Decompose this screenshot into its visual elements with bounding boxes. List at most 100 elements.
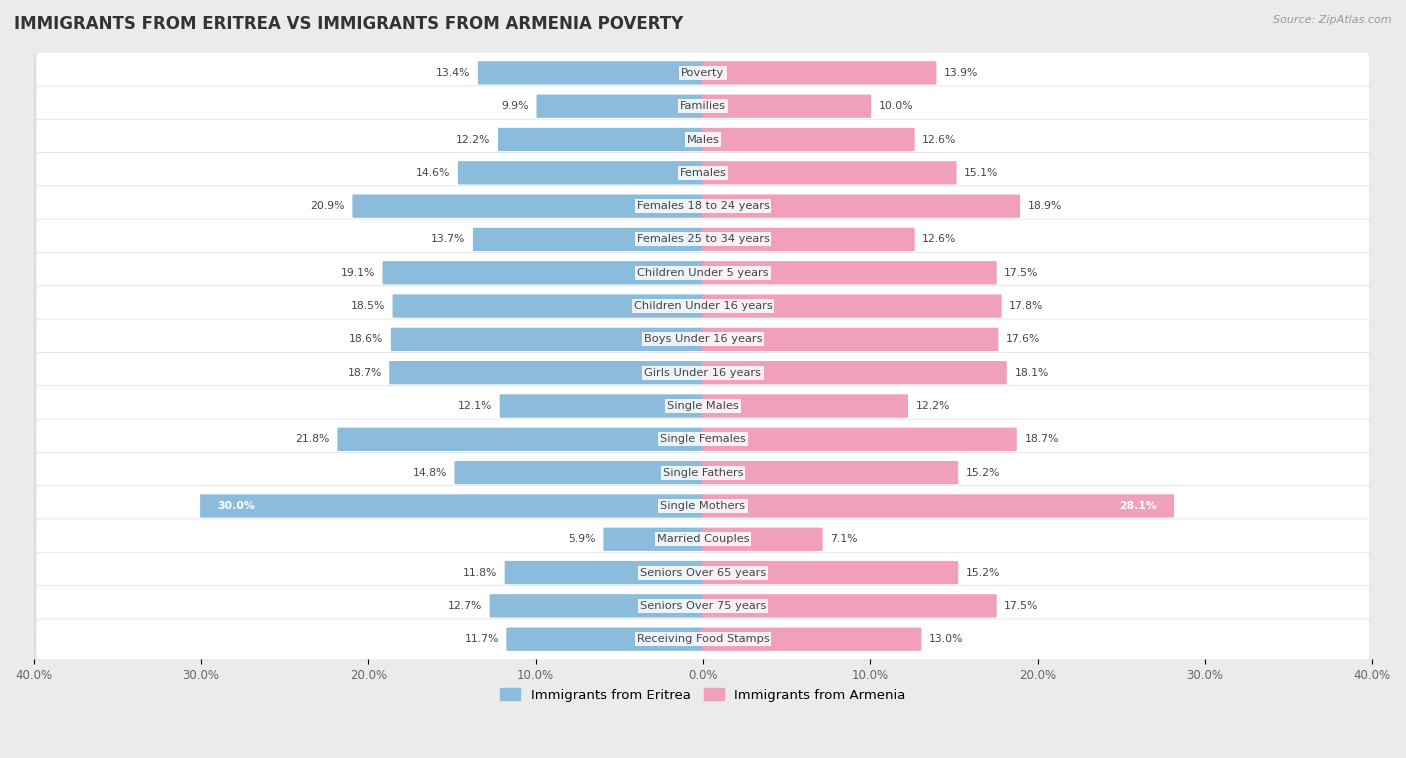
Text: Poverty: Poverty (682, 68, 724, 78)
Text: 5.9%: 5.9% (568, 534, 596, 544)
FancyBboxPatch shape (702, 294, 1001, 318)
Text: 28.1%: 28.1% (1119, 501, 1157, 511)
Legend: Immigrants from Eritrea, Immigrants from Armenia: Immigrants from Eritrea, Immigrants from… (495, 683, 911, 707)
FancyBboxPatch shape (37, 152, 1369, 193)
Text: 9.9%: 9.9% (502, 102, 529, 111)
FancyBboxPatch shape (702, 494, 1174, 518)
FancyBboxPatch shape (458, 161, 704, 184)
Text: 13.9%: 13.9% (943, 68, 979, 78)
FancyBboxPatch shape (537, 95, 704, 117)
FancyBboxPatch shape (505, 561, 704, 584)
FancyBboxPatch shape (37, 352, 1369, 393)
FancyBboxPatch shape (702, 161, 956, 184)
FancyBboxPatch shape (702, 461, 959, 484)
Text: Married Couples: Married Couples (657, 534, 749, 544)
FancyBboxPatch shape (37, 52, 1369, 93)
Text: 18.7%: 18.7% (347, 368, 381, 377)
Text: Families: Families (681, 102, 725, 111)
FancyBboxPatch shape (702, 261, 997, 284)
FancyBboxPatch shape (37, 219, 1369, 260)
FancyBboxPatch shape (337, 428, 704, 451)
FancyBboxPatch shape (37, 619, 1369, 659)
Text: 12.2%: 12.2% (456, 134, 491, 145)
FancyBboxPatch shape (37, 585, 1369, 626)
Text: 13.7%: 13.7% (432, 234, 465, 244)
Text: 12.7%: 12.7% (447, 601, 482, 611)
Text: 17.8%: 17.8% (1010, 301, 1043, 311)
Text: 17.6%: 17.6% (1005, 334, 1040, 344)
FancyBboxPatch shape (603, 528, 704, 551)
Text: 19.1%: 19.1% (340, 268, 375, 277)
FancyBboxPatch shape (499, 394, 704, 418)
Text: 18.1%: 18.1% (1014, 368, 1049, 377)
Text: 12.1%: 12.1% (458, 401, 492, 411)
Text: Single Mothers: Single Mothers (661, 501, 745, 511)
Text: 13.4%: 13.4% (436, 68, 471, 78)
FancyBboxPatch shape (702, 95, 872, 117)
Text: 15.2%: 15.2% (966, 568, 1000, 578)
Text: 30.0%: 30.0% (218, 501, 256, 511)
Text: 21.8%: 21.8% (295, 434, 330, 444)
Text: 11.8%: 11.8% (463, 568, 498, 578)
FancyBboxPatch shape (702, 394, 908, 418)
Text: 14.8%: 14.8% (412, 468, 447, 478)
FancyBboxPatch shape (702, 628, 921, 651)
FancyBboxPatch shape (37, 86, 1369, 127)
FancyBboxPatch shape (391, 327, 704, 351)
Text: Single Fathers: Single Fathers (662, 468, 744, 478)
FancyBboxPatch shape (702, 61, 936, 85)
Text: Children Under 16 years: Children Under 16 years (634, 301, 772, 311)
FancyBboxPatch shape (382, 261, 704, 284)
Text: 17.5%: 17.5% (1004, 601, 1039, 611)
FancyBboxPatch shape (37, 453, 1369, 493)
FancyBboxPatch shape (389, 361, 704, 384)
Text: 18.5%: 18.5% (350, 301, 385, 311)
Text: Single Males: Single Males (666, 401, 740, 411)
FancyBboxPatch shape (702, 195, 1021, 218)
Text: Seniors Over 75 years: Seniors Over 75 years (640, 601, 766, 611)
Text: 20.9%: 20.9% (311, 201, 344, 211)
FancyBboxPatch shape (454, 461, 704, 484)
Text: IMMIGRANTS FROM ERITREA VS IMMIGRANTS FROM ARMENIA POVERTY: IMMIGRANTS FROM ERITREA VS IMMIGRANTS FR… (14, 15, 683, 33)
Text: 12.6%: 12.6% (922, 134, 956, 145)
FancyBboxPatch shape (37, 519, 1369, 559)
Text: 18.7%: 18.7% (1025, 434, 1059, 444)
FancyBboxPatch shape (702, 594, 997, 618)
Text: Single Females: Single Females (661, 434, 745, 444)
Text: 7.1%: 7.1% (830, 534, 858, 544)
FancyBboxPatch shape (353, 195, 704, 218)
FancyBboxPatch shape (37, 386, 1369, 426)
Text: 12.6%: 12.6% (922, 234, 956, 244)
Text: Seniors Over 65 years: Seniors Over 65 years (640, 568, 766, 578)
Text: Females 25 to 34 years: Females 25 to 34 years (637, 234, 769, 244)
FancyBboxPatch shape (498, 128, 704, 151)
FancyBboxPatch shape (37, 119, 1369, 160)
FancyBboxPatch shape (506, 628, 704, 651)
FancyBboxPatch shape (472, 228, 704, 251)
Text: 15.1%: 15.1% (965, 168, 998, 178)
FancyBboxPatch shape (392, 294, 704, 318)
FancyBboxPatch shape (702, 128, 915, 151)
FancyBboxPatch shape (37, 319, 1369, 360)
Text: Females: Females (679, 168, 727, 178)
FancyBboxPatch shape (37, 186, 1369, 227)
Text: Boys Under 16 years: Boys Under 16 years (644, 334, 762, 344)
FancyBboxPatch shape (489, 594, 704, 618)
Text: Receiving Food Stamps: Receiving Food Stamps (637, 634, 769, 644)
FancyBboxPatch shape (200, 494, 704, 518)
Text: 13.0%: 13.0% (929, 634, 963, 644)
Text: Children Under 5 years: Children Under 5 years (637, 268, 769, 277)
Text: 12.2%: 12.2% (915, 401, 950, 411)
Text: 17.5%: 17.5% (1004, 268, 1039, 277)
Text: 15.2%: 15.2% (966, 468, 1000, 478)
Text: Males: Males (686, 134, 720, 145)
FancyBboxPatch shape (478, 61, 704, 85)
Text: Females 18 to 24 years: Females 18 to 24 years (637, 201, 769, 211)
Text: 18.6%: 18.6% (349, 334, 384, 344)
FancyBboxPatch shape (37, 252, 1369, 293)
FancyBboxPatch shape (37, 419, 1369, 459)
FancyBboxPatch shape (37, 286, 1369, 327)
FancyBboxPatch shape (37, 553, 1369, 593)
Text: 11.7%: 11.7% (464, 634, 499, 644)
Text: Source: ZipAtlas.com: Source: ZipAtlas.com (1274, 15, 1392, 25)
